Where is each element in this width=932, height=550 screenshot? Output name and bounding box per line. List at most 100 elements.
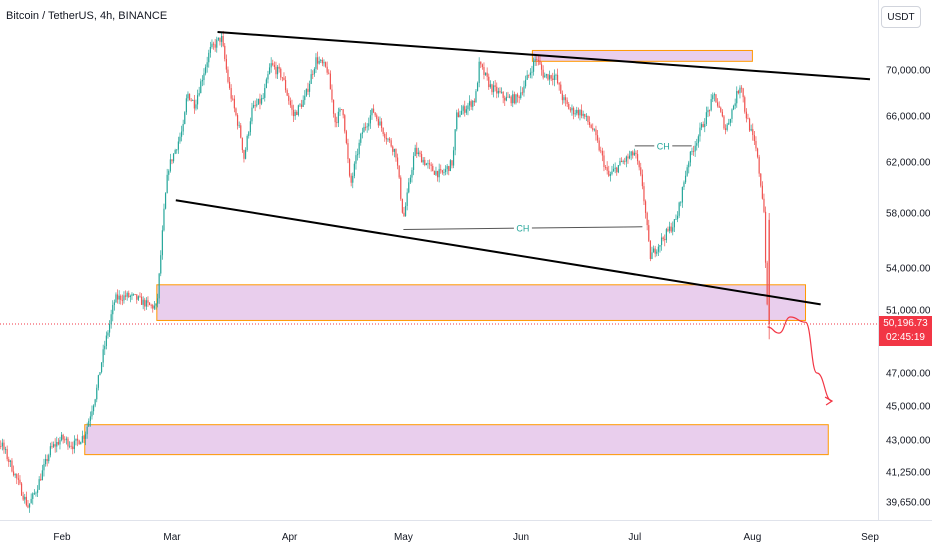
candle-112 xyxy=(145,297,147,310)
candle-391 xyxy=(592,123,594,132)
candle-222 xyxy=(321,57,323,67)
candle-body xyxy=(427,163,429,165)
candle-body xyxy=(432,165,434,172)
candle-body xyxy=(294,111,296,117)
candle-365 xyxy=(550,74,552,82)
currency-button[interactable]: USDT xyxy=(881,6,921,28)
candle-body xyxy=(4,449,7,450)
candle-body xyxy=(419,152,421,155)
candle-22 xyxy=(1,438,3,451)
candle-417 xyxy=(633,148,635,156)
candle-body xyxy=(537,60,539,61)
candle-body xyxy=(624,161,626,162)
price-axis-label-6: 47,000.00 xyxy=(886,369,931,380)
candle-body xyxy=(136,294,138,300)
candle-body xyxy=(92,405,95,412)
candle-167 xyxy=(233,95,235,113)
candle-204 xyxy=(292,104,295,123)
candle-body xyxy=(304,95,306,101)
candle-452 xyxy=(689,151,691,167)
candle-265 xyxy=(390,138,392,148)
candle-body xyxy=(664,239,666,241)
candle-308 xyxy=(459,110,461,118)
candle-389 xyxy=(588,116,591,128)
candle-66 xyxy=(72,441,74,455)
time-axis-label-mar: Mar xyxy=(163,532,181,543)
candle-body xyxy=(627,156,629,159)
candle-387 xyxy=(585,113,587,121)
candle-398 xyxy=(603,150,605,172)
candle-body xyxy=(240,125,242,138)
candle-body xyxy=(486,72,488,77)
candle-body xyxy=(433,171,435,175)
candle-443 xyxy=(675,214,677,220)
candle-body xyxy=(603,155,605,167)
candle-81 xyxy=(96,384,98,403)
candle-body xyxy=(254,104,256,106)
candle-297 xyxy=(441,169,443,175)
candle-body xyxy=(249,121,251,133)
candle-body xyxy=(155,303,157,306)
candle-463 xyxy=(707,106,709,118)
candle-87 xyxy=(105,331,107,350)
candle-79 xyxy=(92,404,95,415)
candle-239 xyxy=(348,158,351,178)
candle-300 xyxy=(446,163,448,175)
candle-439 xyxy=(668,221,671,234)
candle-370 xyxy=(558,82,560,91)
candle-body xyxy=(420,154,423,163)
candle-body xyxy=(523,86,525,93)
candle-429 xyxy=(652,245,655,253)
candle-99 xyxy=(124,290,127,301)
candle-body xyxy=(649,240,651,259)
candle-body xyxy=(360,133,362,143)
candle-body xyxy=(744,97,746,112)
candle-461 xyxy=(704,118,706,133)
candle-body xyxy=(372,108,375,113)
candle-body xyxy=(96,387,98,400)
candle-body xyxy=(404,205,407,217)
candle-298 xyxy=(443,168,445,176)
candle-493 xyxy=(755,136,757,152)
candle-body xyxy=(619,160,621,166)
candle-body xyxy=(540,64,543,70)
candle-25 xyxy=(6,445,8,462)
candle-396 xyxy=(600,146,602,154)
candle-body xyxy=(115,294,117,303)
candle-body xyxy=(222,36,224,46)
candle-263 xyxy=(387,137,389,142)
candle-416 xyxy=(632,150,634,159)
candle-body xyxy=(571,107,573,111)
candle-128 xyxy=(171,159,173,165)
time-axis-divider xyxy=(0,520,932,521)
candle-body xyxy=(364,126,367,128)
candle-body xyxy=(147,300,149,303)
candle-body xyxy=(302,100,304,107)
candle-body xyxy=(89,416,91,421)
candle-151 xyxy=(208,49,210,68)
candle-body xyxy=(0,446,2,447)
candle-252 xyxy=(369,110,371,129)
candle-428 xyxy=(651,246,653,260)
candle-body xyxy=(611,171,613,175)
candle-125 xyxy=(166,168,168,194)
last-price-value: 50,196.73 xyxy=(883,318,928,329)
candle-501 xyxy=(768,213,770,340)
candle-480 xyxy=(734,98,736,110)
candle-body xyxy=(211,43,213,47)
candle-body xyxy=(17,478,19,480)
candle-242 xyxy=(353,161,355,179)
candle-384 xyxy=(580,104,583,119)
candle-136 xyxy=(184,111,186,125)
candle-160 xyxy=(222,30,224,48)
candle-body xyxy=(550,75,552,79)
candle-body xyxy=(505,96,507,101)
candle-356 xyxy=(536,54,538,66)
candle-304 xyxy=(452,146,455,169)
candle-body xyxy=(83,436,85,439)
candle-82 xyxy=(97,374,99,391)
candle-body xyxy=(224,45,226,60)
candle-113 xyxy=(147,296,149,307)
candle-243 xyxy=(355,150,357,170)
